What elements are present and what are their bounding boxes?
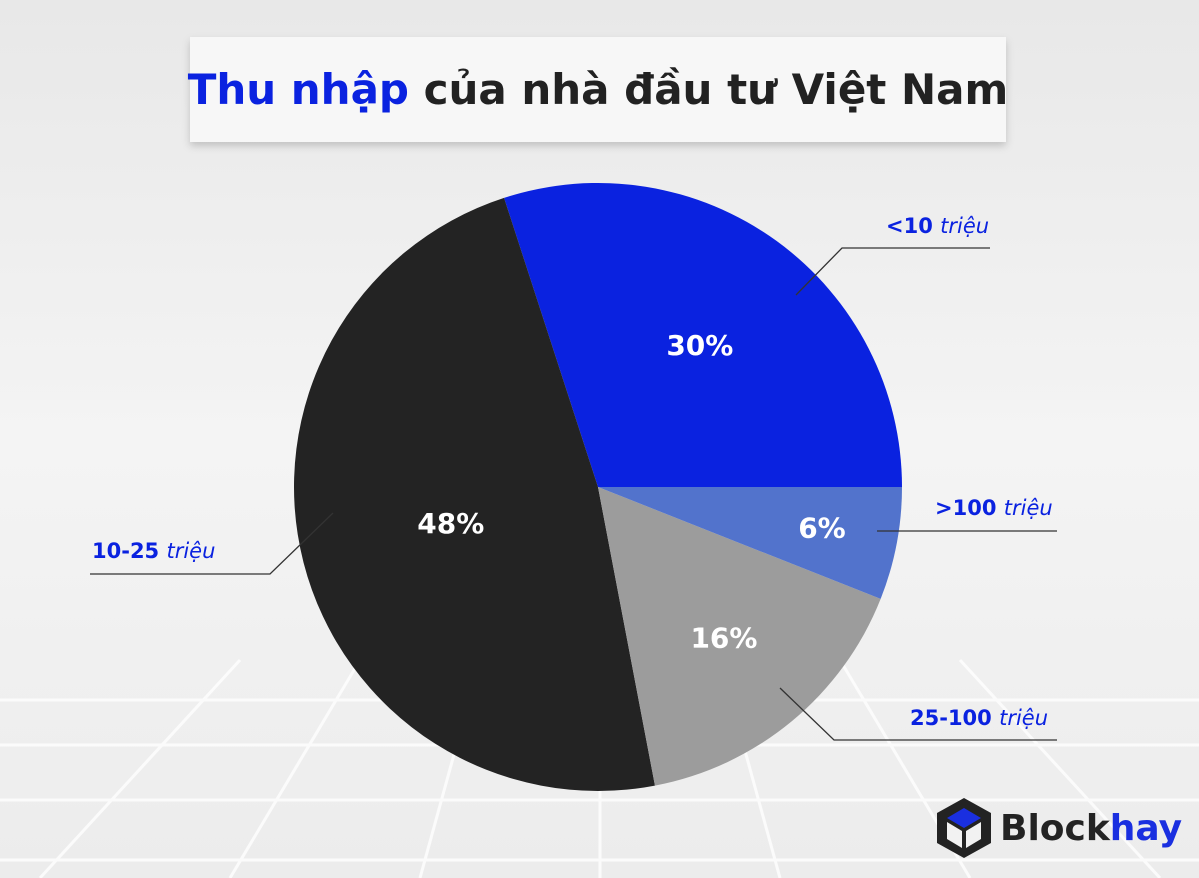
brand: Blockhay bbox=[1000, 808, 1182, 849]
title-rest: của nhà đầu tư Việt Nam bbox=[424, 65, 1009, 114]
leader-line bbox=[90, 512, 334, 575]
labels: 30% <10 triệu 48% 10-25 triệu 16% 25-100 triệ… bbox=[90, 214, 1057, 741]
value-label: 16% bbox=[690, 621, 757, 654]
title-highlight: Thu nhập bbox=[188, 65, 409, 114]
logo-icon bbox=[937, 798, 991, 858]
pie bbox=[293, 183, 902, 792]
category-label: 25-100 triệu bbox=[910, 706, 1048, 730]
chart-title: Thu nhập của nhà đầu tư Việt Nam bbox=[188, 65, 1009, 114]
slice bbox=[598, 487, 881, 786]
value-label: 30% bbox=[666, 329, 733, 362]
value-label: 6% bbox=[798, 512, 846, 545]
brand-part: hay bbox=[1110, 808, 1182, 849]
brand-part: Block bbox=[1000, 808, 1111, 849]
leader-line bbox=[779, 687, 1057, 741]
slice bbox=[293, 197, 655, 792]
value-label: 48% bbox=[417, 507, 484, 540]
category-label: 10-25 triệu bbox=[92, 539, 215, 563]
logo: Blockhay bbox=[937, 798, 1182, 858]
slice bbox=[504, 183, 902, 487]
category-label: <10 triệu bbox=[886, 214, 989, 238]
category-label: >100 triệu bbox=[935, 496, 1053, 520]
leader-line bbox=[795, 247, 990, 296]
slice bbox=[598, 487, 902, 599]
title-box bbox=[190, 37, 1006, 142]
